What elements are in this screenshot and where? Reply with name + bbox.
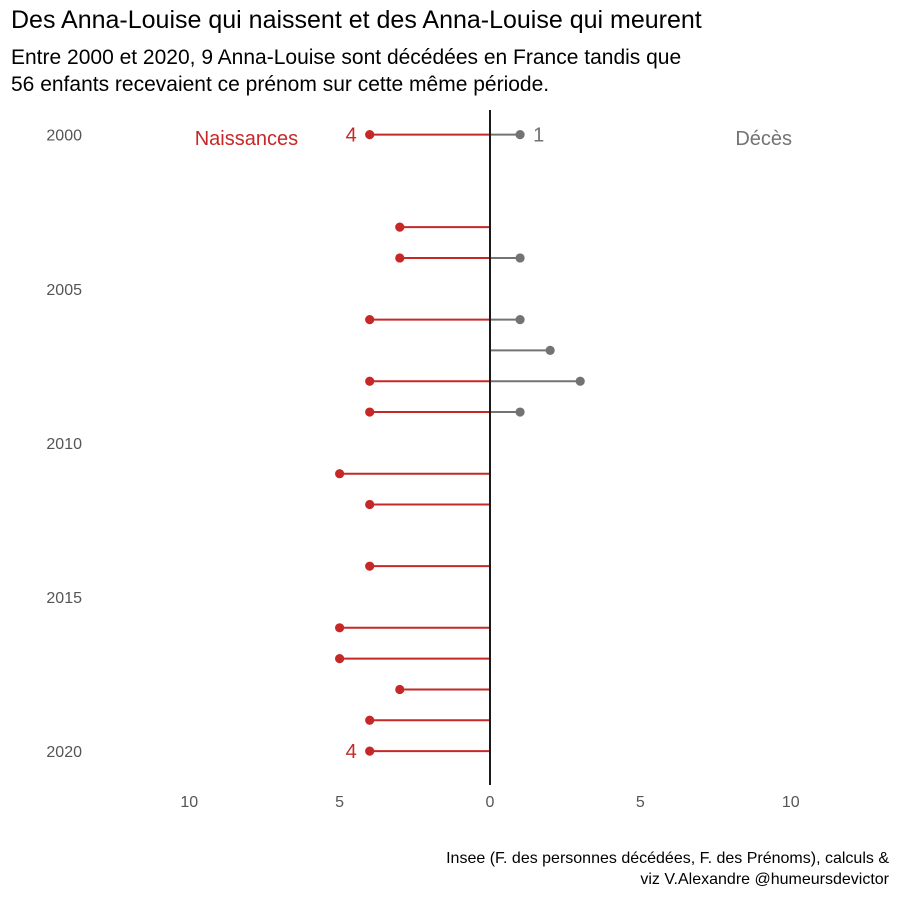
- x-tick-label: 10: [782, 794, 800, 811]
- subtitle-line: Entre 2000 et 2020, 9 Anna-Louise sont d…: [11, 46, 682, 69]
- point-naissances-2011: [335, 469, 345, 479]
- point-naissances-2018: [395, 684, 405, 695]
- point-naissances-2006: [365, 314, 375, 325]
- point-naissances-2004: [395, 253, 405, 263]
- y-tick-label-2020: 2020: [46, 744, 82, 761]
- caption-line: Insee (F. des personnes décédées, F. des…: [446, 850, 889, 867]
- point-naissances-2000: [365, 130, 375, 140]
- series-label-naissances: Naissances: [195, 128, 298, 150]
- point-deces-2006: [515, 314, 525, 325]
- point-naissances-2003: [395, 222, 405, 232]
- point-naissances-2019: [365, 715, 375, 725]
- point-naissances-2009: [365, 407, 375, 417]
- y-tick-label-2005: 2005: [46, 282, 82, 299]
- subtitle-line: 56 enfants recevaient ce prénom sur cett…: [11, 73, 550, 96]
- point-naissances-2008: [365, 376, 375, 386]
- x-tick-label: 5: [335, 794, 344, 811]
- chart-subtitle: Entre 2000 et 2020, 9 Anna-Louise sont d…: [11, 44, 681, 98]
- point-naissances-2020: [365, 746, 375, 756]
- chart-title: Des Anna-Louise qui naissent et des Anna…: [11, 6, 702, 34]
- y-tick-label-2010: 2010: [46, 436, 82, 453]
- point-deces-2009: [515, 407, 525, 417]
- value-label-naissances-2000: 4: [346, 125, 357, 147]
- x-tick-label: 5: [636, 794, 645, 811]
- point-naissances-2016: [335, 623, 345, 633]
- point-naissances-2017: [335, 654, 345, 664]
- point-deces-2007: [545, 345, 555, 356]
- point-deces-2008: [575, 376, 585, 386]
- point-naissances-2012: [365, 499, 375, 510]
- series-label-deces: Décès: [735, 128, 792, 150]
- point-deces-2000: [515, 130, 525, 140]
- point-deces-2004: [515, 253, 525, 263]
- value-label-deces-2000: 1: [533, 125, 544, 147]
- y-tick-label-2015: 2015: [46, 590, 82, 607]
- value-label-naissances-2020: 4: [346, 741, 357, 763]
- point-naissances-2014: [365, 561, 375, 571]
- y-tick-label-2000: 2000: [46, 128, 82, 145]
- x-tick-label: 0: [486, 794, 495, 811]
- source-caption: Insee (F. des personnes décédées, F. des…: [446, 848, 889, 890]
- x-tick-label: 10: [180, 794, 198, 811]
- caption-line: viz V.Alexandre @humeursdevictor: [640, 871, 889, 888]
